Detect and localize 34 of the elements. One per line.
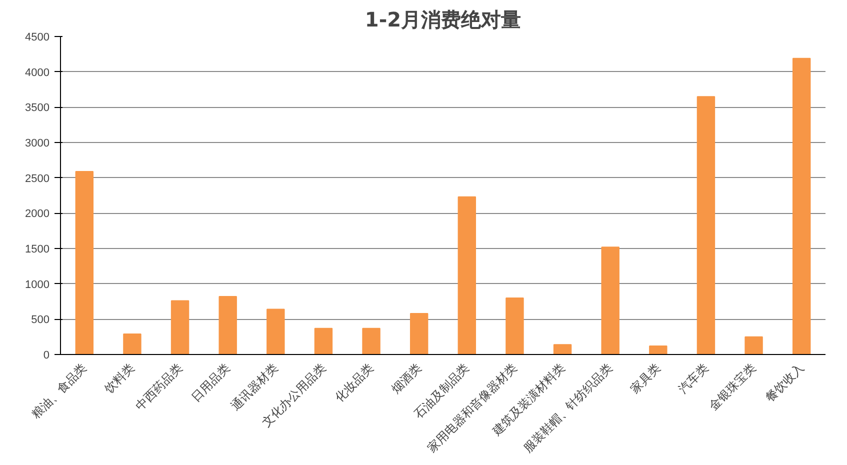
bar — [458, 196, 476, 354]
bar — [696, 96, 716, 354]
bar — [123, 334, 142, 354]
bar — [506, 297, 524, 354]
bar — [266, 308, 285, 354]
x-tick-label: 汽车类 — [676, 360, 711, 396]
bar — [75, 170, 94, 354]
y-tick-label: 1000 — [25, 278, 50, 291]
bar — [362, 328, 380, 354]
y-tick-label: 0 — [43, 350, 50, 362]
bar — [314, 328, 333, 354]
bar — [649, 346, 668, 354]
x-tick-label: 家具类 — [628, 360, 664, 396]
bar — [553, 344, 572, 354]
y-tick-label: 2500 — [25, 172, 50, 185]
y-tick-label: 2000 — [25, 208, 50, 220]
y-tick-label: 1500 — [25, 244, 50, 256]
bar — [744, 336, 763, 354]
x-tick-label: 烟酒类 — [388, 360, 424, 396]
y-tick-label: 3500 — [25, 102, 50, 114]
x-tick-label: 化妆品类 — [332, 360, 376, 404]
x-tick-label: 粮油、食品类 — [28, 360, 90, 422]
bar — [792, 58, 811, 354]
bar — [410, 313, 428, 354]
x-tick-label: 餐饮收入 — [762, 360, 807, 404]
y-tick-label: 4500 — [25, 32, 50, 44]
bar — [170, 300, 190, 354]
y-tick-label: 3000 — [25, 138, 50, 150]
bar — [601, 246, 620, 354]
y-tick-label: 4000 — [25, 66, 50, 79]
chart-title: 1-2月消费绝对量 — [364, 8, 522, 32]
y-tick-label: 500 — [31, 314, 50, 326]
x-tick-label: 饮料类 — [101, 360, 138, 397]
bar — [218, 296, 237, 354]
